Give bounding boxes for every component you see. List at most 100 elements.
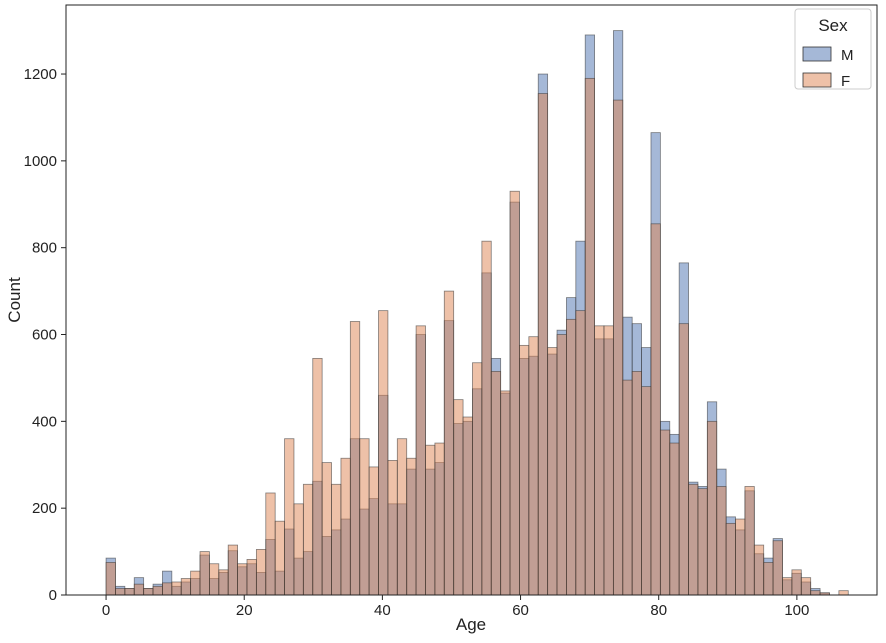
bar (669, 442, 680, 596)
bar (688, 483, 699, 596)
bar (753, 544, 765, 596)
x-tick-label: 40 (374, 602, 391, 619)
bar (763, 562, 774, 596)
bar (434, 442, 445, 596)
y-tick-label: 200 (32, 500, 57, 517)
bar (443, 290, 455, 596)
y-tick-label: 1000 (24, 153, 57, 170)
bar (603, 325, 614, 596)
x-tick-label: 80 (650, 602, 667, 619)
x-tick-label: 20 (236, 602, 253, 619)
bar (490, 371, 502, 596)
bar (246, 559, 257, 596)
plot-frame (65, 4, 878, 596)
x-axis-label: Age (456, 615, 486, 634)
bar (321, 462, 332, 596)
bar (124, 588, 135, 596)
y-tick-label: 800 (32, 240, 57, 257)
bar (453, 399, 464, 596)
bar (659, 429, 671, 596)
bar (227, 544, 238, 596)
bar (312, 357, 323, 596)
bar (547, 347, 558, 596)
bar (368, 466, 379, 596)
bar (396, 438, 408, 596)
bar (631, 371, 642, 596)
x-tick-label: 100 (784, 602, 809, 619)
bar (697, 488, 708, 596)
bar (105, 562, 116, 596)
y-tick-label: 600 (32, 327, 57, 344)
legend: Sex MF (794, 8, 872, 90)
bar (725, 522, 736, 596)
bar (509, 190, 520, 596)
bar (706, 420, 718, 596)
bar (359, 438, 370, 596)
bar (556, 334, 567, 596)
bar (302, 483, 314, 596)
legend-label: M (841, 47, 854, 64)
bar (331, 483, 342, 596)
bar (425, 444, 436, 596)
legend-title: Sex (818, 16, 848, 35)
bar (744, 486, 755, 596)
legend-swatch (802, 72, 832, 88)
bar (500, 390, 511, 596)
bar (115, 588, 126, 596)
bar (472, 362, 483, 596)
bar (641, 386, 652, 596)
bar (349, 321, 361, 596)
bar (190, 570, 201, 596)
bar (612, 99, 624, 596)
bar (782, 577, 793, 596)
bar (462, 416, 473, 596)
bar (791, 569, 802, 596)
bar (678, 323, 689, 596)
bar (650, 223, 661, 596)
bar (537, 93, 549, 596)
bar (800, 577, 812, 596)
bar (171, 581, 182, 596)
legend-label: F (841, 73, 850, 90)
bar (772, 540, 783, 596)
x-tick-label: 0 (102, 602, 110, 619)
bar (810, 590, 821, 596)
bar (340, 457, 351, 596)
bar (481, 240, 492, 596)
x-tick-label: 60 (512, 602, 529, 619)
bar (594, 325, 605, 596)
bar (293, 503, 304, 596)
bar (274, 520, 285, 596)
legend-swatch (802, 46, 832, 62)
legend-box (794, 8, 872, 90)
bar (387, 460, 398, 596)
y-tick-label: 0 (49, 587, 57, 604)
bar (180, 578, 192, 596)
bar (255, 549, 267, 596)
bar (284, 438, 295, 596)
bar (162, 582, 173, 596)
bar (143, 588, 154, 596)
bar (584, 77, 596, 596)
y-axis-label: Count (5, 277, 24, 323)
bar (716, 486, 727, 596)
bar (152, 585, 163, 596)
y-tick-label: 1200 (24, 66, 57, 83)
bar (566, 318, 577, 596)
bar (378, 310, 389, 596)
bar (622, 379, 633, 596)
bar (406, 457, 417, 596)
bar (237, 563, 248, 596)
bar (133, 583, 145, 596)
bar (265, 492, 276, 596)
bar (575, 310, 586, 596)
bar (415, 325, 426, 596)
bar (209, 563, 220, 596)
bar (199, 551, 210, 596)
bar (528, 336, 539, 596)
y-tick-label: 400 (32, 413, 57, 430)
bar (838, 590, 849, 596)
bar (735, 518, 746, 596)
bar (218, 569, 229, 596)
